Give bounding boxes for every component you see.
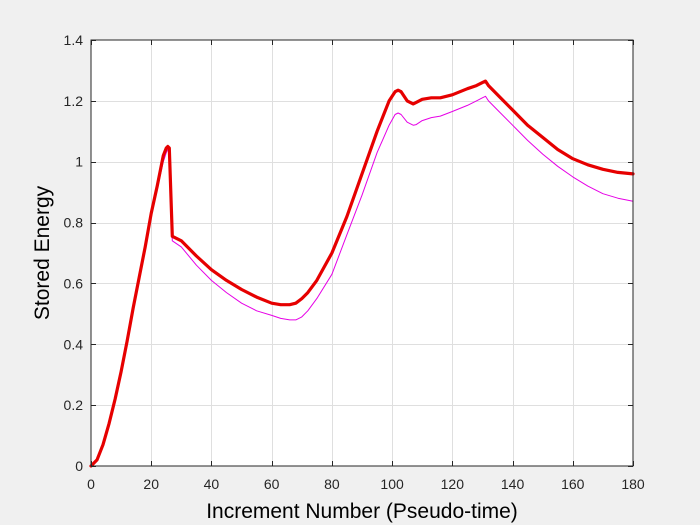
y-tick-label: 0.4 [64, 336, 84, 352]
x-tick-label: 80 [324, 476, 340, 492]
y-tick-label: 0 [75, 458, 83, 474]
y-tick-label: 0.6 [64, 275, 84, 291]
axes-background [91, 40, 633, 466]
y-tick-label: 1.4 [64, 32, 84, 48]
series-lines [89, 79, 635, 468]
y-tick-label: 0.2 [64, 397, 84, 413]
y-tick-label: 1.2 [64, 93, 84, 109]
x-tick-label: 60 [264, 476, 280, 492]
x-tick-label: 120 [441, 476, 465, 492]
y-tick-label: 1 [75, 154, 83, 170]
x-tick-label: 20 [143, 476, 159, 492]
x-axis-label: Increment Number (Pseudo-time) [206, 500, 518, 523]
tick-marks [91, 40, 634, 467]
x-tick-label: 160 [561, 476, 585, 492]
axes-frame [90, 39, 634, 467]
series-line-thick [89, 79, 635, 468]
x-tick-label: 140 [501, 476, 525, 492]
x-tick-label: 180 [621, 476, 645, 492]
y-axis-tick-labels: 0 0.2 0.4 0.6 0.8 1 1.2 1.4 [64, 32, 84, 474]
y-tick-label: 0.8 [64, 215, 84, 231]
x-axis-tick-labels: 0 20 40 60 80 100 120 140 160 180 [87, 476, 645, 492]
x-tick-label: 0 [87, 476, 95, 492]
x-tick-label: 100 [380, 476, 404, 492]
y-axis-label: Stored Energy [31, 185, 54, 320]
x-tick-label: 40 [204, 476, 220, 492]
